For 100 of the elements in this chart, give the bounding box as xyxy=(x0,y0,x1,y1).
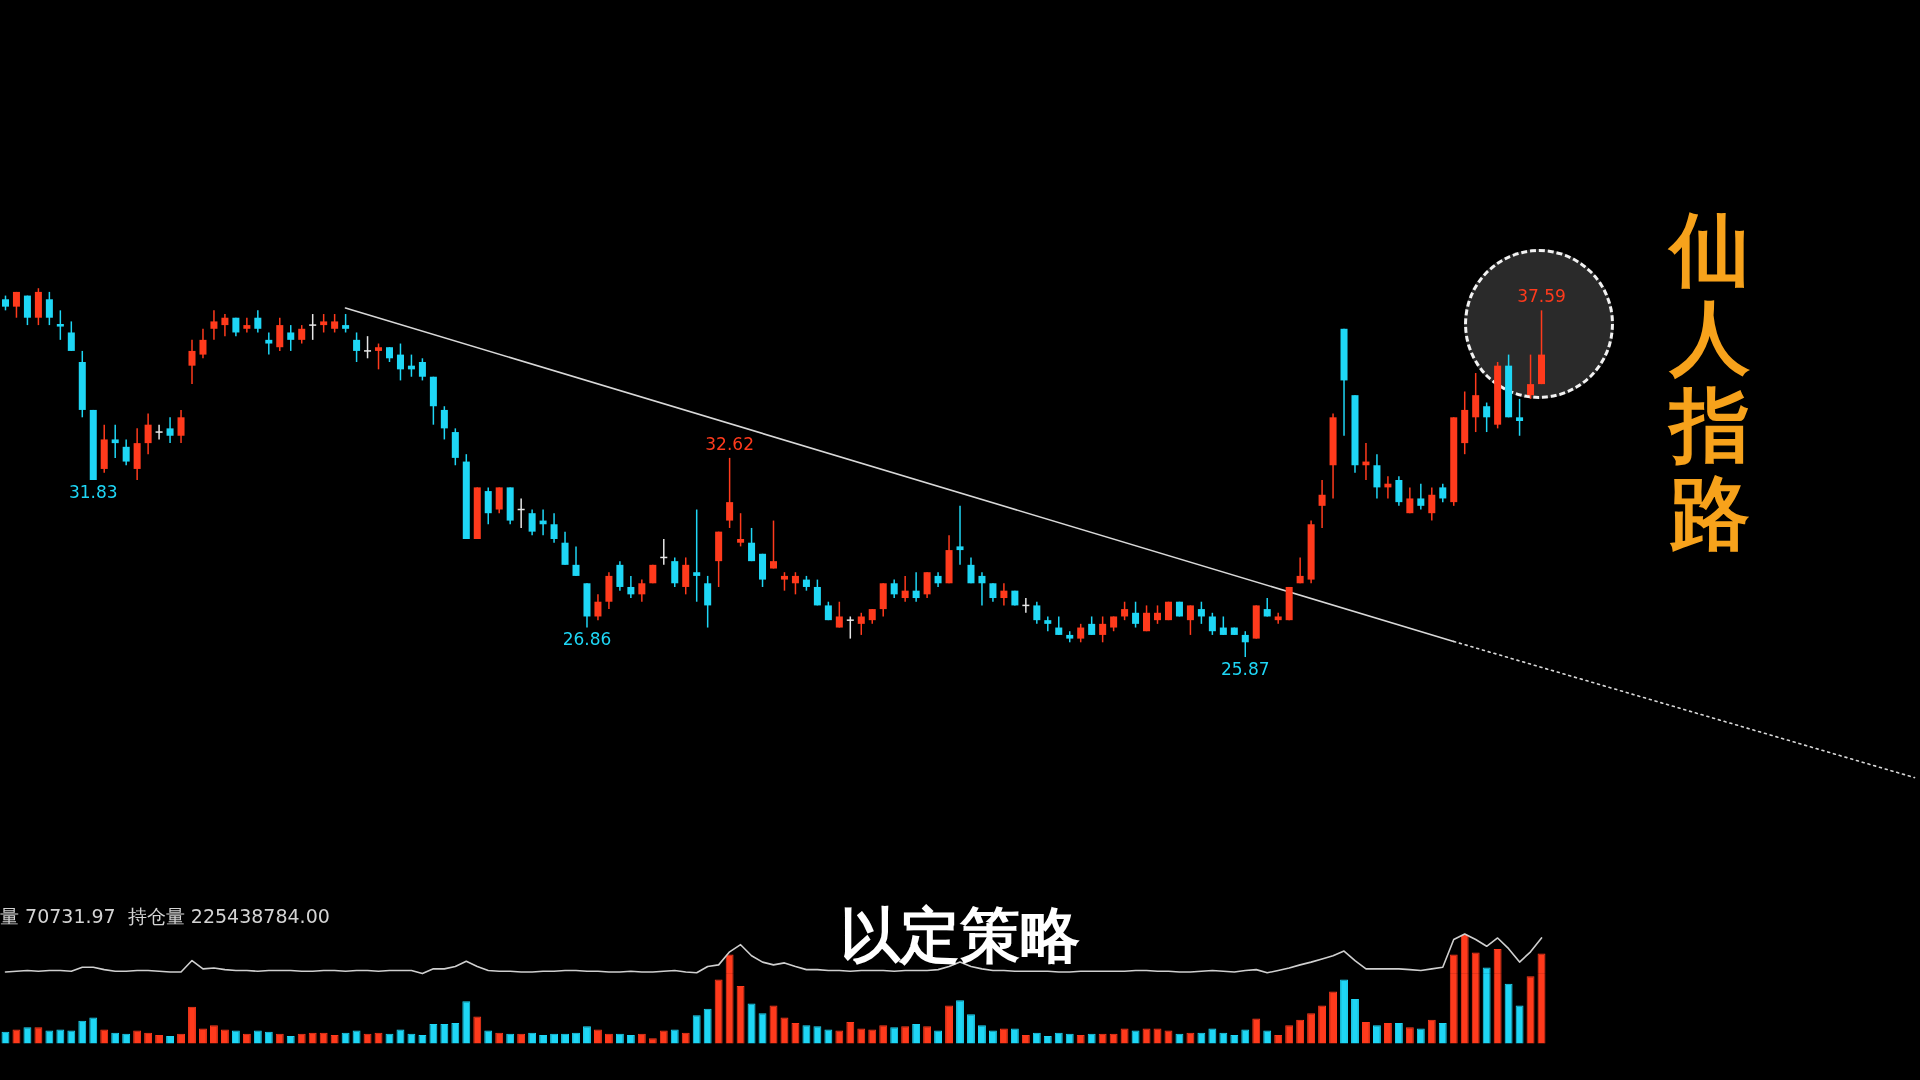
candlestick xyxy=(199,328,207,360)
bar xyxy=(1208,1028,1217,1044)
candlestick xyxy=(890,578,898,599)
bar xyxy=(670,1029,679,1044)
candlestick xyxy=(1318,479,1326,529)
bar xyxy=(199,1028,207,1044)
bar xyxy=(583,1026,591,1044)
candlestick xyxy=(1044,615,1052,632)
candlestick xyxy=(308,313,317,341)
bar xyxy=(1405,1027,1414,1044)
bar xyxy=(1482,967,1491,1044)
candlestick xyxy=(693,508,701,603)
bar xyxy=(210,1025,218,1044)
bar xyxy=(1318,1005,1327,1044)
bar xyxy=(220,1029,229,1044)
bar xyxy=(1285,1025,1294,1044)
candlestick xyxy=(1055,615,1063,636)
candlestick xyxy=(550,512,558,544)
bar xyxy=(736,986,745,1044)
candlestick xyxy=(1439,482,1447,503)
bar xyxy=(1340,979,1348,1044)
candlestick xyxy=(726,457,734,529)
bar xyxy=(890,1027,899,1044)
candlestick xyxy=(1197,600,1205,625)
candlestick xyxy=(342,313,350,334)
bar xyxy=(1307,1013,1316,1044)
candlestick xyxy=(221,313,229,337)
candlestick xyxy=(1143,604,1151,632)
candlestick xyxy=(528,508,536,537)
bar xyxy=(473,1016,482,1044)
bar xyxy=(725,954,734,1044)
bar xyxy=(868,1029,877,1044)
candlestick xyxy=(154,423,164,441)
text: 32.62 xyxy=(705,433,754,454)
candlestick xyxy=(901,575,909,603)
candlestick xyxy=(166,416,174,444)
candlestick xyxy=(276,316,284,352)
candlestick xyxy=(1395,475,1403,507)
bar xyxy=(945,1005,953,1044)
bar xyxy=(1394,1022,1403,1044)
bar xyxy=(462,1001,471,1044)
candlestick xyxy=(835,600,843,629)
candlestick xyxy=(1428,486,1436,522)
candlestick xyxy=(265,331,273,356)
bar xyxy=(824,1029,833,1044)
chart-title: 量 70731.97 持仓量 225438784.00 xyxy=(0,904,330,929)
candlestick xyxy=(671,556,679,588)
candlestick xyxy=(1132,600,1140,629)
candlestick xyxy=(791,571,799,596)
candlestick xyxy=(1077,623,1085,644)
bar xyxy=(1383,1022,1392,1044)
candlestick xyxy=(1516,398,1524,437)
candlestick xyxy=(243,316,251,334)
bar xyxy=(1010,1028,1019,1044)
bar xyxy=(1493,949,1502,1044)
bar xyxy=(1416,1028,1425,1044)
bar xyxy=(1504,983,1513,1044)
candlestick xyxy=(912,571,920,603)
bar xyxy=(901,1026,910,1044)
bar xyxy=(100,1029,109,1044)
candlestick xyxy=(1373,453,1381,500)
candlestick xyxy=(704,575,712,629)
candlestick xyxy=(254,309,262,334)
candlestick xyxy=(144,412,152,455)
candlestick xyxy=(188,339,196,385)
candlestick xyxy=(967,556,975,585)
candlestick xyxy=(737,512,745,548)
candlestick xyxy=(45,291,53,326)
candlestick xyxy=(210,309,218,341)
candlestick xyxy=(780,571,788,592)
candlestick xyxy=(978,571,986,607)
candlestick xyxy=(320,313,328,334)
bar xyxy=(23,1027,32,1044)
bar xyxy=(440,1024,449,1044)
bar xyxy=(912,1024,921,1044)
candlestick xyxy=(1099,615,1107,644)
bar xyxy=(714,979,723,1044)
bar xyxy=(1329,991,1337,1044)
candlestick xyxy=(67,320,75,352)
candlestick xyxy=(627,575,635,599)
bar xyxy=(879,1025,888,1044)
candlestick xyxy=(638,578,646,603)
candlestick xyxy=(331,313,339,334)
bar xyxy=(802,1025,811,1044)
candlestick xyxy=(1186,604,1194,636)
bar xyxy=(747,1003,756,1044)
candlestick xyxy=(682,556,690,596)
candlestick xyxy=(1417,482,1425,511)
bar xyxy=(89,1017,98,1044)
bar xyxy=(1296,1019,1305,1044)
bar xyxy=(1241,1029,1250,1044)
bar xyxy=(703,1008,712,1044)
candlestick xyxy=(287,324,295,352)
candlestick xyxy=(616,560,624,592)
bar xyxy=(1351,999,1359,1044)
candlestick xyxy=(857,612,865,636)
bar xyxy=(1471,952,1480,1044)
bar xyxy=(857,1028,866,1044)
bar xyxy=(1372,1025,1381,1044)
candlestick xyxy=(363,335,372,360)
